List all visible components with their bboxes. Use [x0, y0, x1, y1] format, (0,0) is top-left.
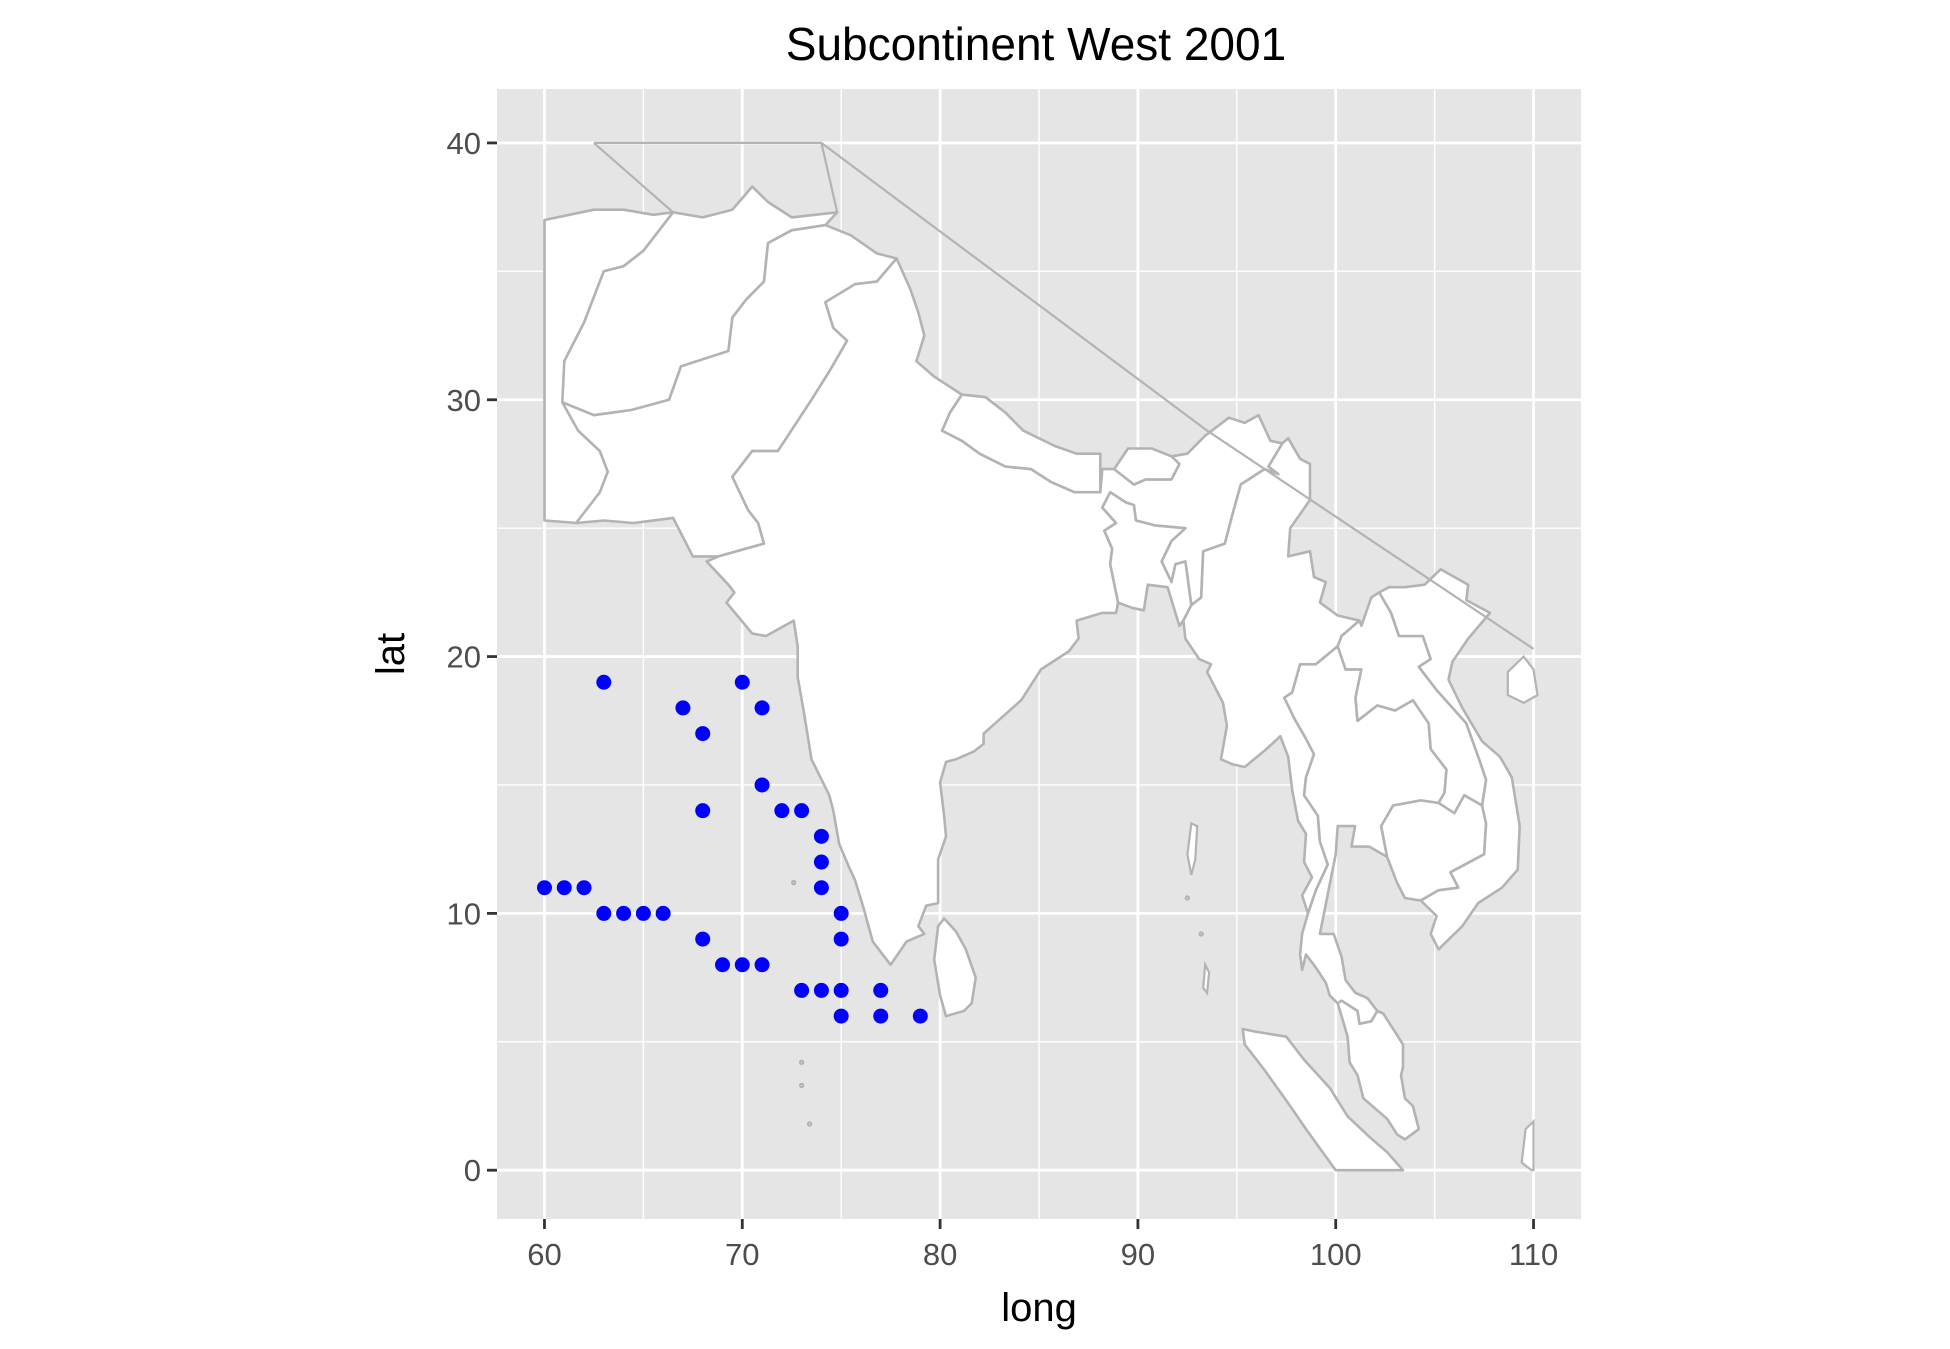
data-point — [596, 674, 612, 690]
land-sri-lanka — [932, 917, 977, 1018]
x-tick-label: 100 — [1310, 1237, 1362, 1272]
data-point — [794, 803, 810, 819]
y-axis: 0 10 20 30 40 — [447, 126, 497, 1188]
x-tick-label: 90 — [1121, 1237, 1155, 1272]
y-tick-label: 20 — [447, 640, 481, 675]
land-borneo — [1520, 1118, 1535, 1172]
data-point — [734, 957, 750, 973]
data-point — [616, 905, 632, 921]
data-point — [794, 982, 810, 998]
data-point — [833, 931, 849, 947]
small-island — [791, 879, 797, 886]
x-tick-label: 110 — [1509, 1237, 1558, 1272]
y-tick-label: 40 — [447, 126, 481, 161]
small-island — [806, 1121, 813, 1127]
land-bhutan — [1112, 447, 1181, 486]
land-hainan — [1506, 654, 1539, 705]
data-point — [734, 674, 750, 690]
data-point — [813, 854, 829, 870]
chart-title: Subcontinent West 2001 — [786, 18, 1286, 70]
data-point — [813, 880, 829, 896]
x-tick-label: 80 — [923, 1237, 957, 1272]
y-tick-label: 0 — [464, 1153, 481, 1188]
land-nepal — [940, 393, 1102, 494]
x-tick-label: 70 — [725, 1237, 759, 1272]
andaman-islands — [1186, 821, 1199, 876]
data-point — [754, 957, 770, 973]
nicobar-islands — [1202, 960, 1211, 996]
data-point — [655, 905, 671, 921]
land-malaysia — [1336, 999, 1421, 1141]
land-vietnam — [1377, 568, 1521, 951]
data-point — [754, 700, 770, 716]
y-tick-label: 10 — [447, 896, 481, 931]
x-axis-title: long — [1001, 1286, 1077, 1330]
data-point — [774, 803, 790, 819]
small-island — [798, 1082, 805, 1089]
data-point — [675, 700, 691, 716]
country-outlines — [543, 141, 1539, 1172]
data-point — [833, 982, 849, 998]
small-island — [1198, 931, 1204, 937]
x-axis: 60 70 80 90 100 110 — [527, 1219, 1558, 1272]
data-points — [536, 674, 928, 1024]
northern-edge-line — [593, 142, 839, 214]
data-point — [912, 1008, 928, 1024]
data-point — [873, 982, 889, 998]
x-tick-label: 60 — [527, 1237, 561, 1272]
data-point — [833, 1008, 849, 1024]
land-sumatra — [1241, 1027, 1405, 1172]
small-island — [798, 1059, 805, 1066]
data-point — [873, 1008, 889, 1024]
land-myanmar — [1182, 437, 1361, 915]
small-island — [1184, 895, 1191, 901]
y-tick-label: 30 — [447, 383, 481, 418]
data-point — [833, 905, 849, 921]
data-point — [813, 982, 829, 998]
data-point — [576, 880, 592, 896]
china-border-line — [593, 141, 1535, 650]
data-point — [695, 726, 711, 742]
data-point — [754, 777, 770, 793]
data-point — [596, 905, 612, 921]
data-point — [715, 957, 731, 973]
data-point — [635, 905, 651, 921]
data-point — [695, 931, 711, 947]
data-point — [556, 880, 572, 896]
data-point — [695, 803, 711, 819]
data-point — [536, 880, 552, 896]
y-axis-title: lat — [369, 633, 413, 675]
data-point — [813, 828, 829, 844]
